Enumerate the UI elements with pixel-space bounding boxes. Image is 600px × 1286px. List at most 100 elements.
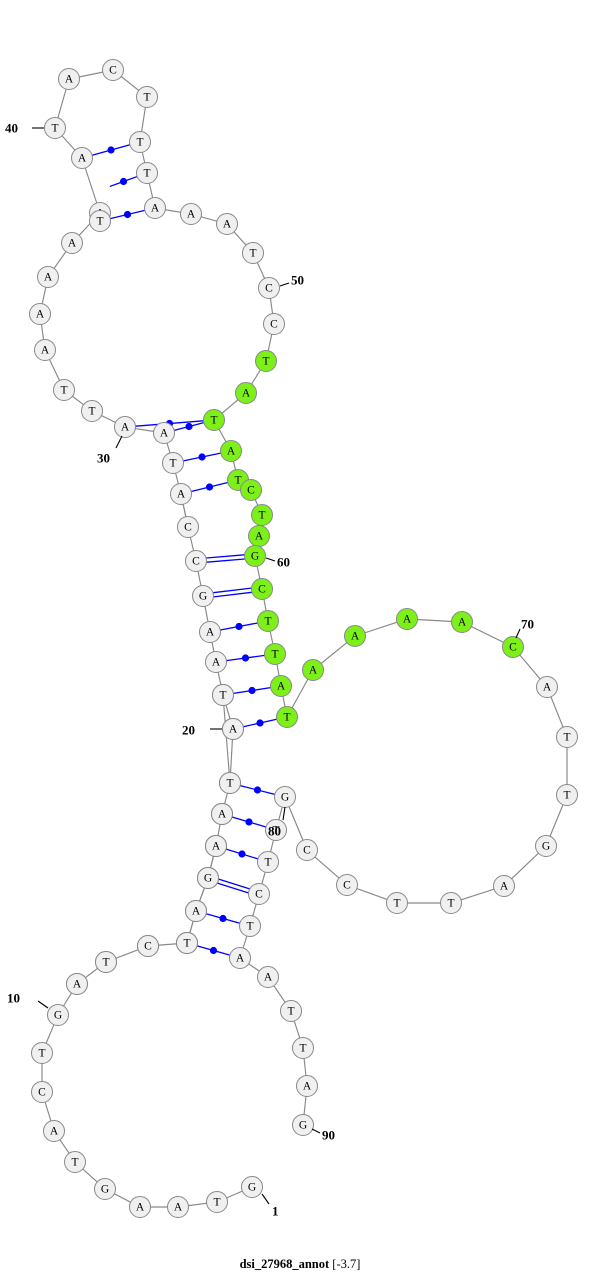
nucleotide-T[interactable]: T <box>280 1000 302 1022</box>
nucleotide-A[interactable]: A <box>199 621 221 643</box>
nucleotide-C[interactable]: C <box>248 883 270 905</box>
nucleotide-C[interactable]: C <box>31 1081 53 1103</box>
nucleotide-T[interactable]: T <box>203 409 225 431</box>
nucleotide-T[interactable]: T <box>556 726 578 748</box>
nucleotide-A[interactable]: A <box>296 1075 318 1097</box>
nucleotide-circle <box>222 718 244 740</box>
position-label-layer: 1 10 20 30 40 50 60 70 80 90 <box>5 121 534 1219</box>
nucleotide-C[interactable]: C <box>102 59 124 81</box>
nucleotide-circle <box>255 350 277 372</box>
nucleotide-A[interactable]: A <box>114 416 136 438</box>
nucleotide-T[interactable]: T <box>292 1037 314 1059</box>
nucleotide-G[interactable]: G <box>47 1004 69 1026</box>
nucleotide-circle <box>29 303 51 325</box>
nucleotide-G[interactable]: G <box>244 545 266 567</box>
nucleotide-A[interactable]: A <box>180 203 202 225</box>
nucleotide-A[interactable]: A <box>144 197 166 219</box>
nucleotide-A[interactable]: A <box>222 718 244 740</box>
nucleotide-T[interactable]: T <box>44 117 66 139</box>
nucleotide-T[interactable]: T <box>176 932 198 954</box>
nucleotide-T[interactable]: T <box>136 162 158 184</box>
nucleotide-C[interactable]: C <box>263 313 285 335</box>
nucleotide-T[interactable]: T <box>251 504 273 526</box>
nucleotide-A[interactable]: A <box>34 339 56 361</box>
nucleotide-circle <box>251 578 273 600</box>
nucleotide-A[interactable]: A <box>536 676 558 698</box>
nucleotide-A[interactable]: A <box>220 440 242 462</box>
nucleotide-base-letter: A <box>192 906 201 918</box>
nucleotide-A[interactable]: A <box>167 1196 189 1218</box>
nucleotide-T[interactable]: T <box>53 379 75 401</box>
nucleotide-G[interactable]: G <box>94 1178 116 1200</box>
nucleotide-A[interactable]: A <box>37 266 59 288</box>
nucleotide-circle <box>47 1004 69 1026</box>
nucleotide-T[interactable]: T <box>31 1042 53 1064</box>
nucleotide-T[interactable]: T <box>556 784 578 806</box>
nucleotide-A[interactable]: A <box>129 1196 151 1218</box>
nucleotide-A[interactable]: A <box>396 608 418 630</box>
nucleotide-T[interactable]: T <box>440 892 462 914</box>
nucleotide-C[interactable]: C <box>296 839 318 861</box>
nucleotide-C[interactable]: C <box>502 636 524 658</box>
nucleotide-A[interactable]: A <box>270 675 292 697</box>
nucleotide-base-letter: T <box>88 406 95 418</box>
nucleotide-A[interactable]: A <box>493 875 515 897</box>
nucleotide-C[interactable]: C <box>240 479 262 501</box>
nucleotide-T[interactable]: T <box>255 350 277 372</box>
nucleotide-G[interactable]: G <box>292 1114 314 1136</box>
nucleotide-G[interactable]: G <box>241 1176 263 1198</box>
nucleotide-C[interactable]: C <box>177 516 199 538</box>
nucleotide-T[interactable]: T <box>212 684 234 706</box>
nucleotide-A[interactable]: A <box>43 1120 65 1142</box>
nucleotide-A[interactable]: A <box>66 973 88 995</box>
nucleotide-G[interactable]: G <box>274 786 296 808</box>
nucleotide-circle <box>34 339 56 361</box>
nucleotide-T[interactable]: T <box>242 242 264 264</box>
nucleotide-T[interactable]: T <box>136 86 158 108</box>
nucleotide-T[interactable]: T <box>64 1151 86 1173</box>
nucleotide-A[interactable]: A <box>302 659 324 681</box>
nucleotide-A[interactable]: A <box>61 232 83 254</box>
nucleotide-A[interactable]: A <box>170 483 192 505</box>
nucleotide-A[interactable]: A <box>216 213 238 235</box>
nucleotide-A[interactable]: A <box>344 625 366 647</box>
nucleotide-A[interactable]: A <box>248 525 270 547</box>
nucleotide-circle <box>263 313 285 335</box>
nucleotide-C[interactable]: C <box>185 550 207 572</box>
nucleotide-T[interactable]: T <box>265 819 287 841</box>
nucleotide-T[interactable]: T <box>206 1191 228 1213</box>
nucleotide-T[interactable]: T <box>162 452 184 474</box>
nucleotide-T[interactable]: T <box>129 131 151 153</box>
nucleotide-base-letter: G <box>248 1182 256 1194</box>
nucleotide-A[interactable]: A <box>211 803 233 825</box>
nucleotide-T[interactable]: T <box>95 951 117 973</box>
nucleotide-A[interactable]: A <box>229 947 251 969</box>
nucleotide-A[interactable]: A <box>153 422 175 444</box>
nucleotide-A[interactable]: A <box>29 303 51 325</box>
nucleotide-G[interactable]: G <box>535 835 557 857</box>
nucleotide-A[interactable]: A <box>205 835 227 857</box>
nucleotide-circle <box>129 131 151 153</box>
nucleotide-T[interactable]: T <box>264 643 286 665</box>
nucleotide-T[interactable]: T <box>257 851 279 873</box>
nucleotide-T[interactable]: T <box>276 706 298 728</box>
nucleotide-T[interactable]: T <box>89 210 111 232</box>
nucleotide-T[interactable]: T <box>81 400 103 422</box>
nucleotide-A[interactable]: A <box>257 966 279 988</box>
nucleotide-A[interactable]: A <box>71 147 93 169</box>
nucleotide-T[interactable]: T <box>219 772 241 794</box>
nucleotide-C[interactable]: C <box>251 578 273 600</box>
nucleotide-A[interactable]: A <box>451 611 473 633</box>
nucleotide-A[interactable]: A <box>58 68 80 90</box>
nucleotide-T[interactable]: T <box>239 915 261 937</box>
nucleotide-A[interactable]: A <box>185 900 207 922</box>
nucleotide-T[interactable]: T <box>386 892 408 914</box>
nucleotide-A[interactable]: A <box>205 651 227 673</box>
nucleotide-C[interactable]: C <box>137 935 159 957</box>
nucleotide-T[interactable]: T <box>257 610 279 632</box>
nucleotide-C[interactable]: C <box>258 277 280 299</box>
nucleotide-A[interactable]: A <box>235 382 257 404</box>
nucleotide-G[interactable]: G <box>197 867 219 889</box>
nucleotide-G[interactable]: G <box>192 585 214 607</box>
nucleotide-C[interactable]: C <box>336 874 358 896</box>
